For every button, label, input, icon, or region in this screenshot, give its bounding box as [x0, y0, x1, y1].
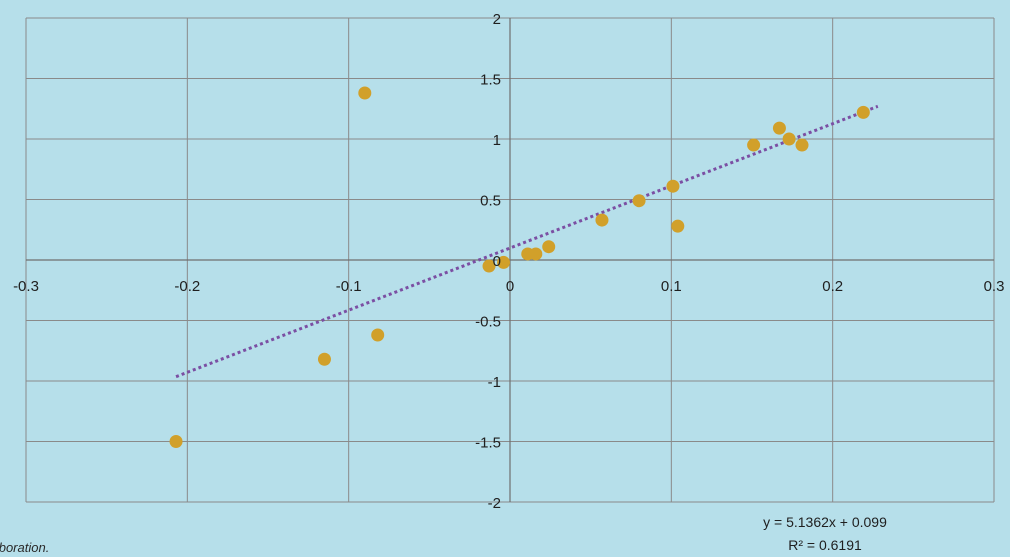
data-point	[371, 328, 385, 342]
y-tick-label: 1	[493, 132, 501, 149]
data-point	[671, 219, 685, 233]
y-tick-label: 2	[493, 11, 501, 28]
y-tick-label: -0.5	[475, 314, 501, 331]
axes	[26, 18, 994, 502]
data-point	[358, 86, 372, 100]
data-point	[317, 352, 331, 366]
data-point	[856, 105, 870, 119]
x-tick-label: -0.1	[336, 278, 362, 295]
data-point	[782, 132, 796, 146]
data-point	[795, 138, 809, 152]
trendline-equation: y = 5.1362x + 0.099	[763, 514, 887, 530]
y-tick-label: 1.5	[480, 72, 501, 89]
y-tick-label: -2	[488, 495, 501, 512]
x-tick-label: 0.2	[822, 278, 843, 295]
trendline	[175, 104, 879, 379]
data-point	[666, 179, 680, 193]
data-point	[542, 240, 556, 254]
tick-labels: -0.3 -0.2 -0.1 0 0.1 0.2 0.3 -2 -1.5 -1 -0.5 0 0.5 1 1…	[13, 11, 1004, 512]
data-point	[482, 259, 496, 273]
trendline-r-squared: R² = 0.6191	[788, 537, 862, 553]
data-point	[169, 435, 183, 448]
x-tick-label: 0.3	[984, 278, 1005, 295]
y-tick-label: 0.5	[480, 193, 501, 210]
data-points	[169, 86, 870, 448]
y-tick-label: -1	[488, 374, 501, 391]
x-tick-label: -0.3	[13, 278, 39, 295]
data-point	[595, 213, 609, 227]
x-tick-label: 0	[506, 278, 514, 295]
data-point	[497, 255, 511, 269]
data-point	[632, 194, 646, 208]
data-point	[747, 138, 761, 152]
trendline-line	[175, 104, 879, 379]
y-tick-label: 0	[493, 253, 501, 270]
data-point	[772, 121, 786, 135]
x-tick-label: -0.2	[174, 278, 200, 295]
x-tick-label: 0.1	[661, 278, 682, 295]
source-note: Author's' elaboration.	[0, 540, 49, 555]
data-point	[529, 247, 543, 261]
y-tick-label: -1.5	[475, 435, 501, 452]
